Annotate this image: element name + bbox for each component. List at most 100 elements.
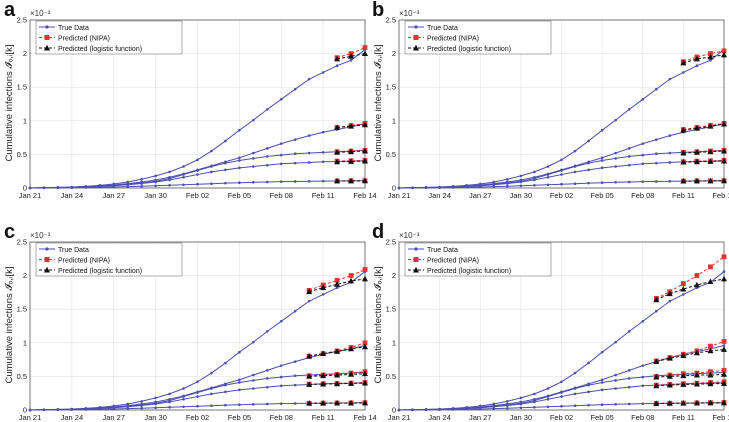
true-data-point-c	[293, 402, 297, 405]
true-data-point-d	[546, 387, 550, 390]
logistic-point-d	[693, 380, 700, 387]
true-data-point-b	[600, 166, 604, 170]
logistic-point-b	[707, 53, 714, 60]
true-data-point-d	[627, 377, 631, 380]
logistic-point-c	[334, 371, 341, 378]
true-data-point-d	[600, 388, 604, 392]
true-data-point-b	[478, 185, 482, 189]
logistic-point-a	[362, 157, 368, 164]
legend-true-data-c: True Data	[58, 247, 89, 254]
true-data-point-a	[307, 151, 311, 155]
true-data-point-c	[154, 396, 157, 400]
true-data-point-d	[682, 293, 685, 296]
true-data-point-b	[560, 182, 563, 186]
true-data-point-d	[465, 407, 469, 411]
true-data-point-c	[154, 402, 157, 406]
true-data-point-b	[695, 64, 699, 67]
true-data-point-b	[492, 183, 496, 187]
x-tick-label-d: Feb 05	[590, 413, 613, 422]
true-data-point-b	[600, 156, 604, 160]
true-data-point-c	[252, 373, 255, 377]
x-tick-label-d: Jan 21	[388, 413, 411, 422]
true-data-point-d	[614, 373, 617, 377]
logistic-point-d	[680, 381, 687, 387]
logistic-point-b	[680, 127, 687, 133]
true-data-point-d	[533, 400, 536, 404]
true-data-point-b	[654, 152, 658, 156]
plot-area-c: Jan 21 Jan 24 Jan 27 Jan 30 Feb 02 Feb 05 Feb …	[17, 238, 377, 422]
true-data-point-a	[307, 134, 311, 137]
legend-box-c	[35, 242, 183, 277]
true-data-point-d	[519, 396, 523, 400]
x-tick-label-d: Feb 11	[672, 413, 695, 422]
x-tick-label-b: Jan 30	[510, 191, 533, 200]
true-data-point-c	[265, 377, 269, 380]
y-tick-label-d: 0	[392, 406, 396, 415]
true-data-point-c	[196, 404, 199, 408]
plot-area-a: Jan 21 Jan 24 Jan 27 Jan 30 Feb 02 Feb 05 Feb …	[17, 16, 377, 201]
legend-nipa-b: Predicted (NIPA)	[427, 36, 479, 43]
true-data-point-a	[252, 151, 255, 155]
y-axis-label-b: Cumulative infections 𝓘ₒ,ᵢ[k]	[373, 44, 384, 161]
true-data-point-d	[587, 383, 590, 387]
true-data-point-c	[224, 383, 227, 387]
y-tick-label-a: 1.5	[17, 83, 27, 92]
true-data-point-b	[654, 138, 658, 141]
logistic-point-b	[693, 149, 700, 155]
legend-true-data-a: True Data	[58, 25, 89, 32]
true-data-point-c	[238, 381, 241, 384]
logistic-point-c	[320, 350, 327, 356]
logistic-point-d	[666, 290, 673, 297]
true-data-point-a	[56, 186, 60, 190]
true-data-point-a	[182, 165, 185, 168]
true-data-point-c	[196, 380, 199, 384]
nipa-point-d	[721, 367, 727, 373]
nipa-line-b	[683, 159, 725, 163]
true-data-point-c	[168, 400, 171, 404]
true-data-point-a	[210, 165, 213, 168]
true-data-point-b	[506, 184, 509, 188]
true-data-point-b	[668, 161, 672, 164]
true-data-point-b	[397, 186, 401, 190]
true-data-point-b	[654, 87, 658, 91]
x-tick-label-c: Feb 02	[186, 413, 209, 422]
true-data-point-b	[627, 180, 631, 184]
true-data-point-c	[293, 383, 297, 387]
true-data-point-a	[321, 130, 325, 134]
true-data-point-a	[140, 182, 143, 185]
true-data-point-c	[252, 402, 255, 406]
logistic-point-c	[362, 370, 368, 377]
true-data-point-c	[252, 379, 255, 382]
panel-d: d ×10⁻³ Cumulative infections 𝓘ₒ,ᵢ[k] Ja…	[372, 221, 729, 422]
true-data-point-c	[238, 378, 241, 382]
true-data-point-c	[112, 407, 116, 411]
true-data-point-c	[293, 374, 297, 378]
true-data-point-d	[411, 408, 414, 412]
plot-frame-a	[29, 19, 366, 189]
logistic-point-a	[348, 122, 355, 129]
legend-marker-nipa-d	[413, 257, 419, 262]
true-data-point-b	[587, 168, 590, 172]
true-data-point-a	[321, 151, 325, 154]
true-data-point-a	[196, 173, 199, 176]
legend-d: True Data Predicted (NIPA) Predicted (lo…	[404, 242, 552, 277]
true-data-point-d	[478, 407, 482, 411]
nipa-point-c	[362, 267, 368, 272]
true-data-point-d	[560, 395, 563, 398]
nipa-point-b	[708, 51, 713, 56]
legend-nipa-c: Predicted (NIPA)	[58, 258, 110, 265]
logistic-line-d	[656, 382, 725, 387]
true-data-point-a	[293, 87, 297, 91]
panel-b: b ×10⁻³ Cumulative infections 𝓘ₒ,ᵢ[k] Ja…	[372, 0, 729, 200]
true-data-point-d	[492, 407, 496, 410]
true-data-point-b	[614, 157, 617, 160]
x-tick-label-d: Feb 14	[712, 413, 729, 422]
logistic-point-c	[306, 400, 313, 406]
true-data-point-c	[126, 407, 130, 410]
true-data-point-b	[614, 118, 617, 122]
true-data-point-a	[42, 186, 46, 190]
logistic-point-b	[721, 177, 727, 184]
legend-true-data-d: True Data	[427, 247, 458, 254]
true-data-point-b	[627, 163, 631, 167]
true-data-point-a	[321, 71, 325, 74]
